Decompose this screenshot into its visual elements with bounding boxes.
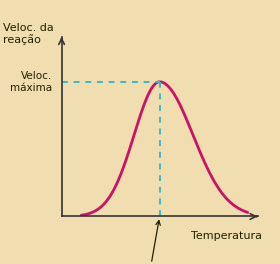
- Text: Temperatura: Temperatura: [190, 231, 262, 241]
- Text: Veloc.
máxima: Veloc. máxima: [10, 71, 52, 93]
- Text: Veloc. da
reação: Veloc. da reação: [3, 23, 53, 45]
- Text: Temperatura ótima: Temperatura ótima: [100, 221, 200, 264]
